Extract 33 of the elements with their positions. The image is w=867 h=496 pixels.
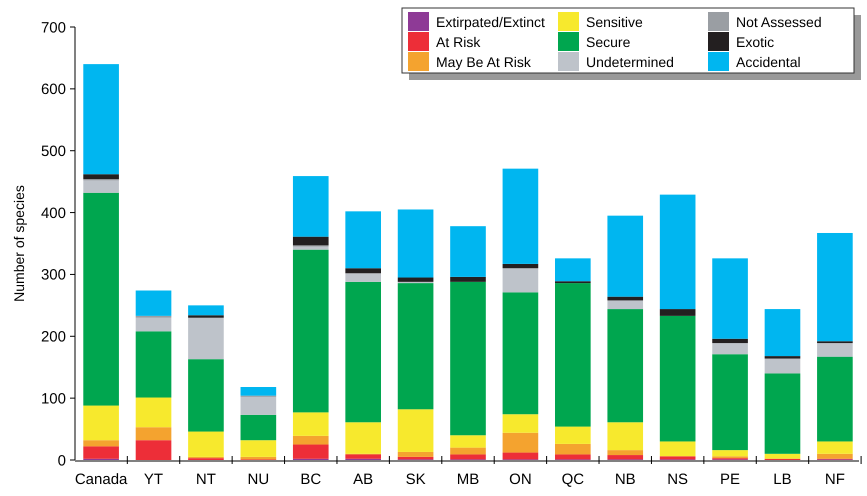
- legend-label: Sensitive: [586, 14, 644, 30]
- x-tick-label: PE: [720, 471, 740, 488]
- x-tick-label: LB: [773, 471, 792, 488]
- x-tick-label: SK: [406, 471, 426, 488]
- y-tick-label: 500: [40, 142, 66, 160]
- legend-label: May Be At Risk: [436, 54, 532, 70]
- x-tick-label: NS: [667, 471, 688, 488]
- legend-label: Accidental: [736, 54, 801, 70]
- x-tick-label: Canada: [74, 471, 128, 488]
- x-tick-label: NB: [614, 471, 636, 488]
- legend-label: Secure: [586, 34, 631, 50]
- legend-label: Extirpated/Extinct: [436, 14, 546, 30]
- x-tick-label: ON: [509, 471, 532, 488]
- x-tick-label: NT: [196, 471, 216, 488]
- y-tick-label: 200: [40, 328, 66, 346]
- legend-label: At Risk: [436, 34, 482, 50]
- x-tick-label: AB: [353, 471, 374, 488]
- y-tick-label: 600: [40, 81, 66, 98]
- legend-label: Not Assessed: [736, 14, 822, 30]
- y-axis-title: Number of species: [11, 185, 27, 302]
- y-tick-label: 100: [40, 390, 66, 408]
- x-tick-label: MB: [456, 471, 480, 488]
- legend-label: Exotic: [736, 34, 774, 50]
- y-tick-label: 300: [40, 266, 66, 284]
- x-tick-label: YT: [144, 471, 164, 488]
- y-tick-label: 700: [40, 19, 66, 36]
- x-tick-label: NU: [248, 471, 270, 488]
- y-tick-label: 400: [40, 204, 66, 222]
- legend-label: Undetermined: [586, 54, 674, 70]
- x-tick-label: QC: [562, 471, 584, 488]
- x-tick-label: BC: [300, 471, 322, 488]
- x-tick-label: NF: [824, 471, 845, 488]
- y-tick-label: 0: [58, 452, 66, 470]
